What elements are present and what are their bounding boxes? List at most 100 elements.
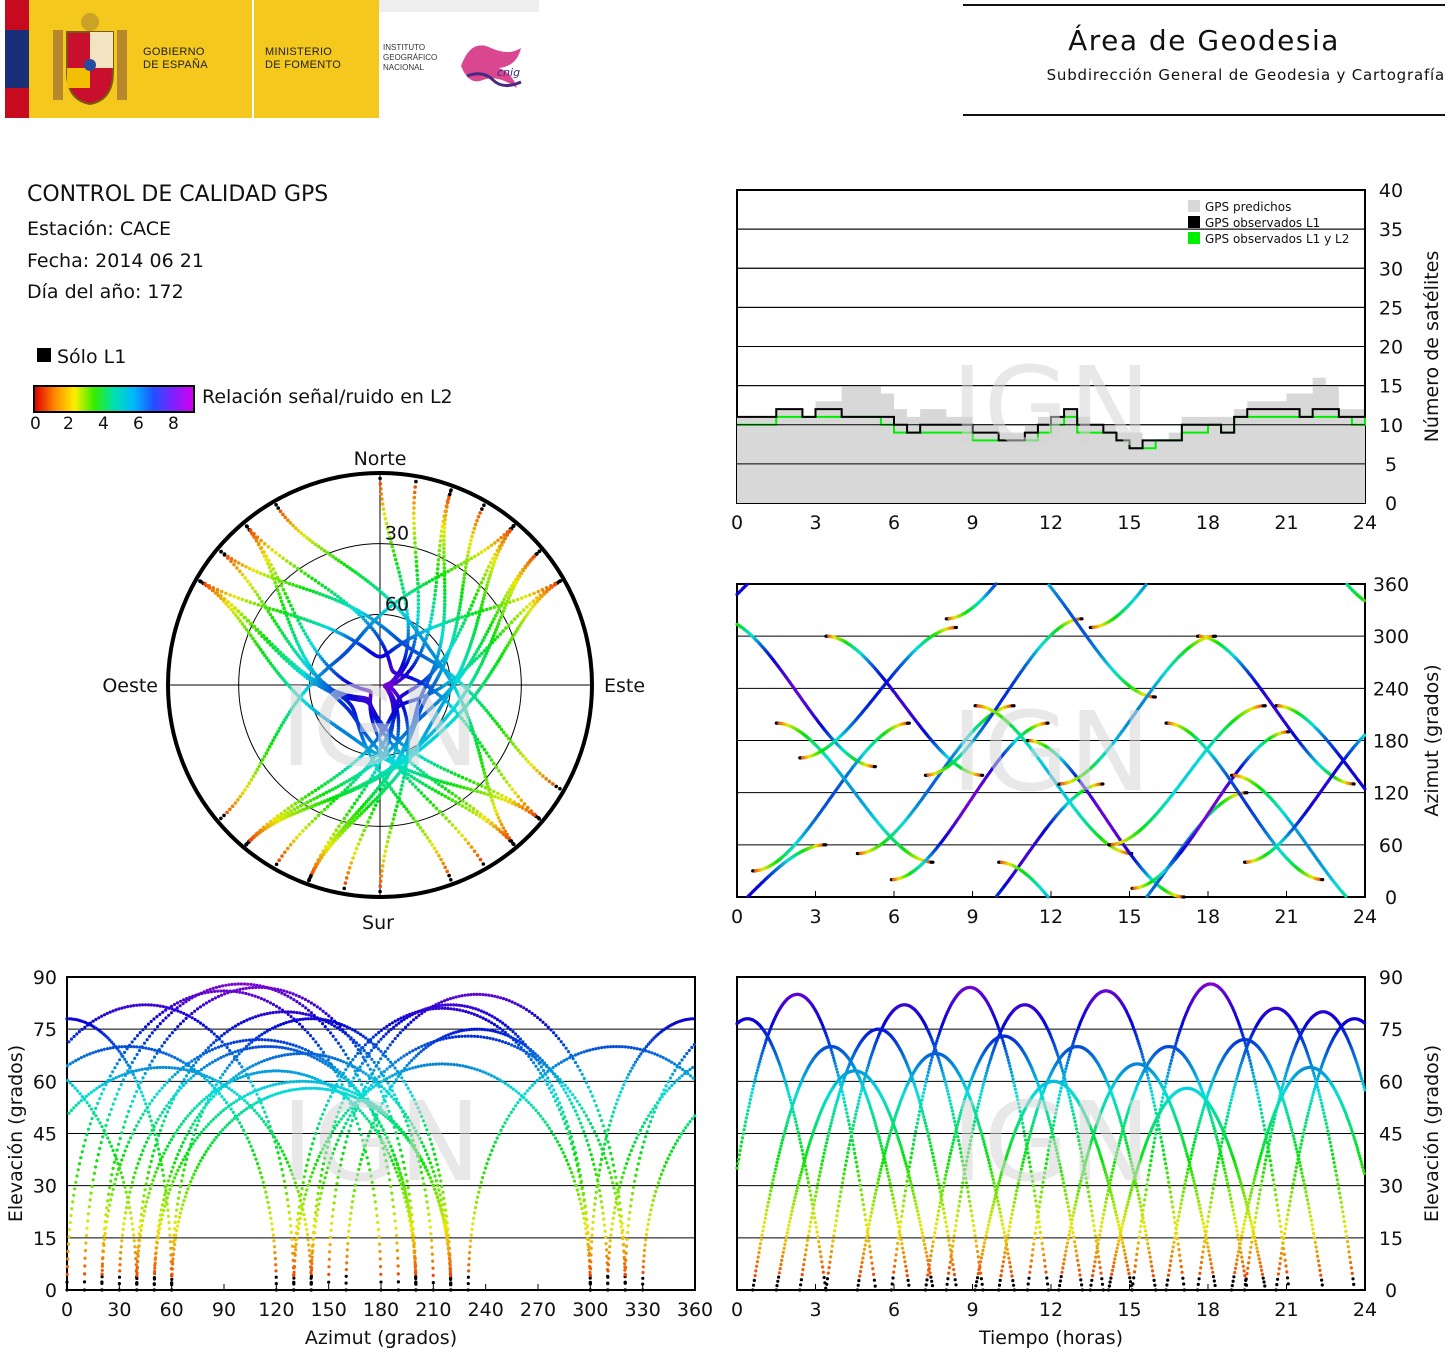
sky-track-point [429, 616, 434, 621]
sky-track-point [413, 785, 418, 789]
sky-track-point [292, 807, 297, 811]
sky-track-point [476, 552, 481, 557]
sky-track-point [479, 550, 484, 554]
sky-track-point [453, 627, 458, 631]
azimuth-point [994, 582, 998, 586]
sky-track-point [478, 857, 483, 862]
sky-track-point [236, 561, 241, 565]
sky-track-point [540, 546, 545, 551]
sky-track-point [274, 584, 279, 589]
sky-track-point [438, 543, 442, 548]
sky-track-point [501, 826, 506, 830]
sky-track-point [382, 854, 387, 858]
sky-track-point [442, 558, 446, 562]
sky-track-point [441, 625, 446, 629]
sky-track-point [233, 559, 237, 563]
sky-track-point [524, 594, 528, 599]
sky-track-point [255, 535, 260, 539]
sky-track-point [289, 627, 294, 631]
sky-track-point [370, 811, 374, 816]
sky-track-point [458, 601, 463, 606]
sky-track-point [232, 594, 236, 599]
sky-track-point [266, 574, 270, 578]
sky-track-point [243, 788, 247, 792]
sky-track-point [530, 557, 534, 561]
azimuth-point [745, 582, 749, 587]
sky-track-point [320, 583, 325, 587]
sky-track-point [308, 798, 313, 803]
legend-label-2: GPS observados L1 y L2 [1205, 232, 1349, 246]
sky-track-point [260, 757, 265, 762]
sky-track-point [255, 570, 259, 574]
sky-track-point [240, 622, 245, 626]
sky-track-point [272, 499, 276, 504]
sky-track-point [399, 578, 403, 583]
sky-track-point [491, 563, 496, 567]
sky-track-point [294, 835, 299, 840]
sky-track-point [431, 605, 436, 609]
sky-track-point [496, 621, 501, 626]
sky-track-point [392, 553, 397, 557]
sky-track-point [437, 853, 441, 858]
sky-track-point [538, 593, 543, 597]
sky-track-point [464, 806, 468, 810]
sky-track-point [512, 617, 517, 621]
sky-track-point [326, 588, 331, 592]
sky-track-point [506, 623, 511, 627]
sky-track-point [498, 819, 502, 823]
sky-label-north: Norte [354, 448, 407, 470]
sky-track-point [262, 554, 267, 558]
sky-track-point [307, 878, 311, 882]
sky-track-point [277, 578, 281, 582]
sky-track-point [382, 512, 387, 516]
sky-track-point [450, 484, 455, 488]
sky-track-point [495, 812, 499, 817]
sky-track-point [537, 549, 542, 553]
sky-track-point [275, 814, 280, 818]
sky-track-point [498, 829, 503, 834]
sky-track-point [288, 521, 293, 525]
sky-track-point [413, 485, 418, 489]
sky-track-point [380, 497, 384, 501]
sky-track-point [493, 631, 497, 635]
sky-track-point [484, 777, 489, 782]
sky-track-point [283, 610, 288, 614]
sky-track-point [416, 598, 421, 602]
sky-track-point [274, 622, 279, 626]
sky-track-point [215, 587, 220, 592]
satellite-count-xtick: 12 [1039, 512, 1063, 534]
sky-track-point [331, 799, 336, 803]
sky-ring-label-60: 60 [385, 593, 409, 615]
sky-track-point [395, 804, 399, 808]
sky-track-point [286, 518, 290, 522]
sky-track-point [443, 599, 447, 603]
sky-track-point [391, 549, 396, 553]
sky-track-point [453, 630, 457, 634]
sky-track-point [504, 795, 508, 800]
sky-track-point [247, 630, 251, 635]
sky-track-point [529, 763, 533, 767]
sky-track-point [248, 600, 253, 604]
sky-track-point [480, 507, 484, 511]
sky-track-point [311, 589, 316, 594]
sky-label-south: Sur [362, 912, 394, 934]
sky-label-west: Oeste [102, 675, 158, 697]
sky-track-point [480, 744, 484, 748]
sky-track-point [508, 528, 512, 533]
sky-track-point [436, 558, 441, 562]
sky-track-point [383, 517, 388, 521]
sky-track-point [320, 623, 324, 628]
satellite-count-xtick: 21 [1274, 512, 1298, 534]
sky-track-point [302, 802, 307, 806]
sky-track-point [333, 592, 337, 597]
sky-track-point [485, 819, 489, 823]
sky-track-point [292, 633, 297, 637]
sky-track-point [489, 758, 494, 762]
sky-track-point [288, 843, 293, 847]
sky-track-point [281, 512, 285, 517]
sky-track-point [244, 628, 249, 632]
sky-track-point [549, 585, 554, 589]
sky-track-point [286, 617, 290, 621]
sky-track-point [276, 625, 281, 629]
